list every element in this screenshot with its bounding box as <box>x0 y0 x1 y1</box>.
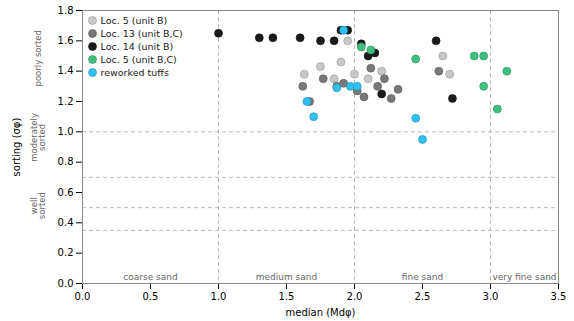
svg-text:2.0: 2.0 <box>347 291 363 302</box>
svg-text:very fine sand: very fine sand <box>492 272 556 282</box>
svg-text:1.0: 1.0 <box>58 126 74 137</box>
svg-text:poorly sorted: poorly sorted <box>33 30 43 86</box>
svg-text:3.0: 3.0 <box>483 291 499 302</box>
svg-text:0.6: 0.6 <box>58 187 74 198</box>
svg-text:median (Mdφ): median (Mdφ) <box>285 307 355 318</box>
svg-text:0.5: 0.5 <box>143 291 159 302</box>
svg-text:1.4: 1.4 <box>58 65 74 76</box>
svg-text:0.2: 0.2 <box>58 247 74 258</box>
svg-text:wellsorted: wellsorted <box>29 192 48 219</box>
svg-text:Loc. 14 (unit B): Loc. 14 (unit B) <box>101 41 174 52</box>
svg-text:moderatelysorted: moderatelysorted <box>29 113 48 162</box>
svg-text:0.4: 0.4 <box>58 217 74 228</box>
svg-text:3.5: 3.5 <box>551 291 567 302</box>
svg-text:1.8: 1.8 <box>58 5 74 16</box>
svg-text:1.6: 1.6 <box>58 35 74 46</box>
svg-text:0.0: 0.0 <box>75 291 91 302</box>
svg-text:Loc. 5 (unit B,C): Loc. 5 (unit B,C) <box>101 54 177 65</box>
svg-text:Loc. 13 (unit B,C): Loc. 13 (unit B,C) <box>101 28 183 39</box>
svg-text:sorting (σφ): sorting (σφ) <box>11 118 22 177</box>
svg-text:Loc. 5 (unit B): Loc. 5 (unit B) <box>101 15 168 26</box>
svg-text:1.2: 1.2 <box>58 96 74 107</box>
svg-text:0.0: 0.0 <box>58 278 74 289</box>
svg-text:2.5: 2.5 <box>415 291 431 302</box>
svg-text:1.5: 1.5 <box>279 291 295 302</box>
svg-text:reworked tuffs: reworked tuffs <box>101 67 169 78</box>
svg-text:fine sand: fine sand <box>402 272 443 282</box>
svg-text:0.8: 0.8 <box>58 156 74 167</box>
svg-text:medium sand: medium sand <box>256 272 317 282</box>
svg-text:coarse sand: coarse sand <box>123 272 177 282</box>
svg-text:1.0: 1.0 <box>211 291 227 302</box>
